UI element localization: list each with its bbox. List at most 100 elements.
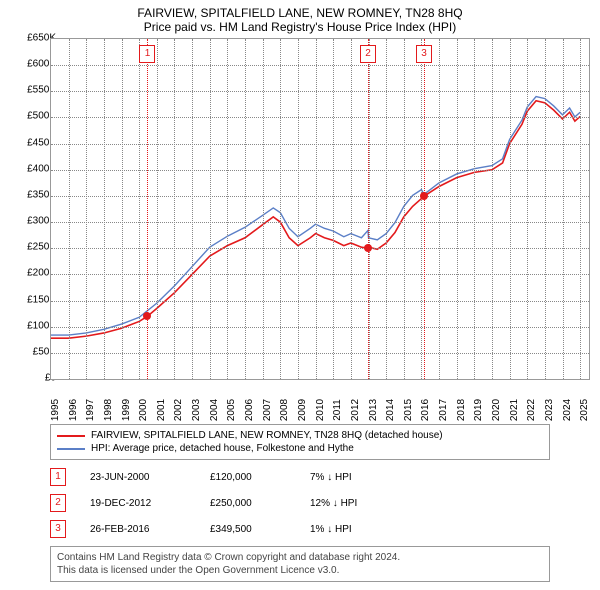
x-tick-label: 2013 [368,399,379,421]
gridline-v [157,39,158,379]
gridline-v [316,39,317,379]
x-tick-label: 1999 [121,399,132,421]
legend-label: HPI: Average price, detached house, Folk… [91,443,354,454]
x-tick-label: 2003 [191,399,202,421]
x-tick-label: 2019 [473,399,484,421]
gridline-v [457,39,458,379]
event-row: 3 26-FEB-2016£349,5001% ↓ HPI [50,516,550,542]
event-price: £250,000 [210,498,310,509]
marker-line [424,39,425,379]
x-tick-label: 2004 [209,399,220,421]
event-diff: 1% ↓ HPI [310,524,430,535]
event-number-box: 3 [50,520,66,538]
x-tick-label: 2017 [438,399,449,421]
gridline-h [51,222,589,223]
x-tick-label: 2020 [491,399,502,421]
marker-label-box: 3 [416,45,432,63]
marker-label-box: 2 [360,45,376,63]
legend-label: FAIRVIEW, SPITALFIELD LANE, NEW ROMNEY, … [91,430,443,441]
legend-swatch [57,435,85,437]
x-tick-label: 2022 [526,399,537,421]
event-date: 19-DEC-2012 [90,498,210,509]
gridline-v [192,39,193,379]
gridline-v [333,39,334,379]
gridline-h [51,327,589,328]
credit-line-1: Contains HM Land Registry data © Crown c… [57,551,543,564]
gridline-v [545,39,546,379]
event-row: 1 23-JUN-2000£120,0007% ↓ HPI [50,464,550,490]
event-date: 23-JUN-2000 [90,472,210,483]
x-tick-label: 2021 [509,399,520,421]
marker-dot [143,312,151,320]
gridline-v [386,39,387,379]
gridline-h [51,117,589,118]
x-tick-label: 2006 [244,399,255,421]
x-tick-label: 2023 [544,399,555,421]
event-diff: 12% ↓ HPI [310,498,430,509]
x-tick-label: 2001 [156,399,167,421]
gridline-v [104,39,105,379]
credit-line-2: This data is licensed under the Open Gov… [57,564,543,577]
x-tick-label: 2012 [350,399,361,421]
gridline-h [51,353,589,354]
event-number-box: 2 [50,494,66,512]
chart-title: FAIRVIEW, SPITALFIELD LANE, NEW ROMNEY, … [0,6,600,20]
gridline-v [421,39,422,379]
x-tick-label: 1996 [68,399,79,421]
gridline-h [51,196,589,197]
chart-container: FAIRVIEW, SPITALFIELD LANE, NEW ROMNEY, … [0,6,600,582]
gridline-v [210,39,211,379]
gridline-v [227,39,228,379]
x-tick-label: 2000 [138,399,149,421]
marker-label-box: 1 [139,45,155,63]
legend-swatch [57,448,85,450]
gridline-v [404,39,405,379]
gridline-v [492,39,493,379]
legend-box: FAIRVIEW, SPITALFIELD LANE, NEW ROMNEY, … [50,424,550,460]
marker-dot [364,244,372,252]
event-number-box: 1 [50,468,66,486]
x-tick-label: 2007 [262,399,273,421]
x-tick-label: 1998 [103,399,114,421]
x-tick-label: 2024 [562,399,573,421]
gridline-h [51,248,589,249]
event-diff: 7% ↓ HPI [310,472,430,483]
gridline-v [474,39,475,379]
x-axis-labels: 1995199619971998199920002001200220032004… [50,380,590,416]
gridline-v [139,39,140,379]
event-price: £120,000 [210,472,310,483]
chart-plot-area: 1 2 3 [50,38,590,380]
x-tick-label: 2008 [279,399,290,421]
gridline-v [563,39,564,379]
gridline-v [298,39,299,379]
gridline-h [51,301,589,302]
gridline-v [122,39,123,379]
x-tick-label: 2015 [403,399,414,421]
x-tick-label: 2005 [226,399,237,421]
x-tick-label: 1995 [50,399,61,421]
gridline-v [280,39,281,379]
events-table: 1 23-JUN-2000£120,0007% ↓ HPI 2 19-DEC-2012… [50,464,550,542]
gridline-h [51,144,589,145]
gridline-v [263,39,264,379]
chart-lines-svg [51,39,589,379]
gridline-v [527,39,528,379]
gridline-h [51,65,589,66]
gridline-v [245,39,246,379]
x-tick-label: 2010 [315,399,326,421]
legend-item: HPI: Average price, detached house, Folk… [57,442,543,455]
gridline-v [439,39,440,379]
event-date: 26-FEB-2016 [90,524,210,535]
credit-box: Contains HM Land Registry data © Crown c… [50,546,550,582]
x-tick-label: 2002 [173,399,184,421]
gridline-v [351,39,352,379]
marker-dot [420,192,428,200]
x-tick-label: 2009 [297,399,308,421]
x-tick-label: 2014 [385,399,396,421]
x-tick-label: 2025 [579,399,590,421]
gridline-v [69,39,70,379]
legend-item: FAIRVIEW, SPITALFIELD LANE, NEW ROMNEY, … [57,429,543,442]
event-price: £349,500 [210,524,310,535]
gridline-v [510,39,511,379]
x-tick-label: 1997 [85,399,96,421]
